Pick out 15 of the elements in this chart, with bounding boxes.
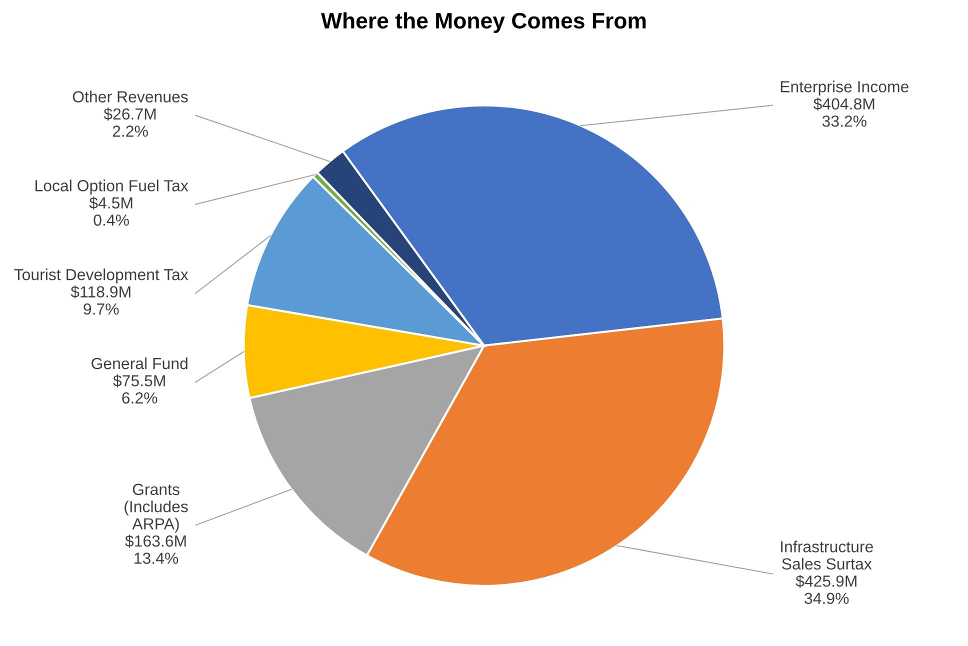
data-label: $4.5M 0.4% bbox=[89, 196, 132, 226]
slice-label: Other Revenues bbox=[72, 90, 188, 102]
data-label: $425.9M 34.9% bbox=[796, 574, 856, 604]
slice-label: Local Option Fuel Tax bbox=[36, 180, 188, 195]
slice-label: Enterprise Income bbox=[780, 80, 908, 96]
data-label: $118.9M 9.7% bbox=[70, 286, 130, 315]
slice-label: Grants (Includes ARPA) bbox=[124, 484, 188, 533]
slice-label: General Fund bbox=[92, 357, 188, 370]
data-label: $404.8M 33.2% bbox=[813, 98, 874, 127]
data-label: $26.7M 2.2% bbox=[104, 108, 156, 137]
chart-title: Where the Money Comes From bbox=[321, 12, 646, 33]
slice-label: Tourist Development Tax bbox=[14, 268, 188, 284]
slice-label: Infrastructure Sales Surtax bbox=[781, 540, 873, 570]
data-label: $163.6M 13.4% bbox=[125, 534, 186, 564]
data-label: $75.5M 6.2% bbox=[113, 374, 165, 404]
